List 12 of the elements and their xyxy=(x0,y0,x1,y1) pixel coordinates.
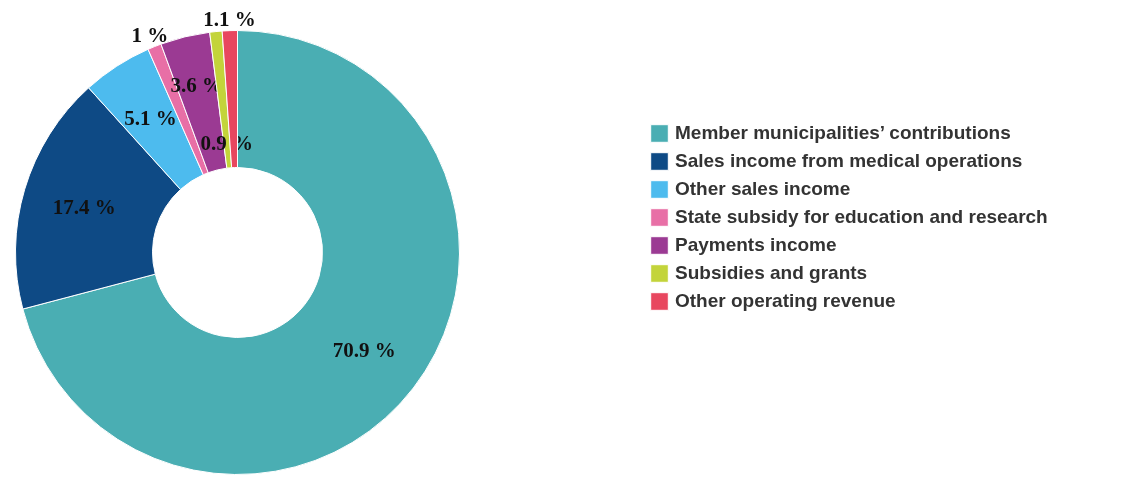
data-label: 1 % xyxy=(131,23,169,48)
legend-label: Payments income xyxy=(675,234,837,256)
data-label: 17.4 % xyxy=(52,194,116,219)
legend-label: Subsidies and grants xyxy=(675,262,868,284)
legend-label: Other operating revenue xyxy=(675,290,896,312)
data-label: 5.1 % xyxy=(124,106,177,131)
legend-label: Other sales income xyxy=(675,178,851,200)
legend-label: State subsidy for education and research xyxy=(675,206,1048,228)
legend-label: Sales income from medical operations xyxy=(675,150,1023,172)
data-label: 70.9 % xyxy=(332,338,396,363)
legend-label: Member municipalities’ contributions xyxy=(675,122,1011,144)
data-label: 1.1 % xyxy=(203,6,256,31)
